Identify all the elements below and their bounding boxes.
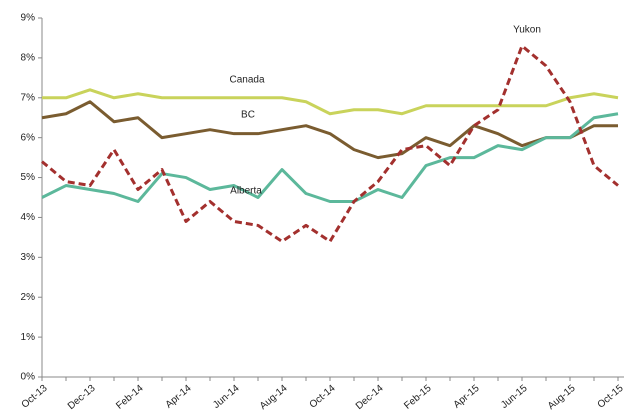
y-tick-label: 4% [21, 212, 36, 223]
x-tick-label: Aug-15 [546, 383, 578, 412]
series-line [41, 100, 618, 160]
y-tick-label: 5% [21, 172, 36, 183]
x-tick-label: Apr-15 [452, 383, 482, 411]
series-label: Canada [229, 75, 264, 86]
series-label: Yukon [513, 25, 541, 36]
y-tick-label: 1% [21, 332, 36, 343]
series-line [42, 88, 619, 116]
y-tick-label: 7% [21, 92, 36, 103]
series-label: Alberta [230, 186, 262, 197]
y-tick-label: 9% [21, 13, 36, 24]
y-tick-label: 2% [21, 292, 36, 303]
series-label: BC [241, 110, 255, 121]
y-tick-label: 0% [21, 372, 36, 383]
x-tick-label: Dec-14 [354, 383, 386, 412]
series-line [41, 44, 619, 243]
x-tick-label: Jun-15 [499, 383, 530, 411]
x-tick-label: Feb-15 [402, 383, 434, 412]
x-tick-label: Aug-14 [258, 383, 290, 412]
x-tick-label: Oct-14 [308, 383, 338, 411]
x-tick-label: Dec-13 [66, 383, 98, 412]
x-tick-label: Feb-14 [114, 383, 146, 412]
x-tick-label: Apr-14 [164, 383, 194, 411]
y-tick-label: 8% [21, 53, 36, 64]
x-tick-label: Jun-14 [211, 383, 242, 411]
x-tick-label: Oct-15 [596, 383, 626, 411]
y-tick-label: 3% [21, 252, 36, 263]
x-tick-label: Oct-13 [20, 383, 50, 411]
series-line [41, 112, 619, 203]
y-tick-label: 6% [21, 132, 36, 143]
